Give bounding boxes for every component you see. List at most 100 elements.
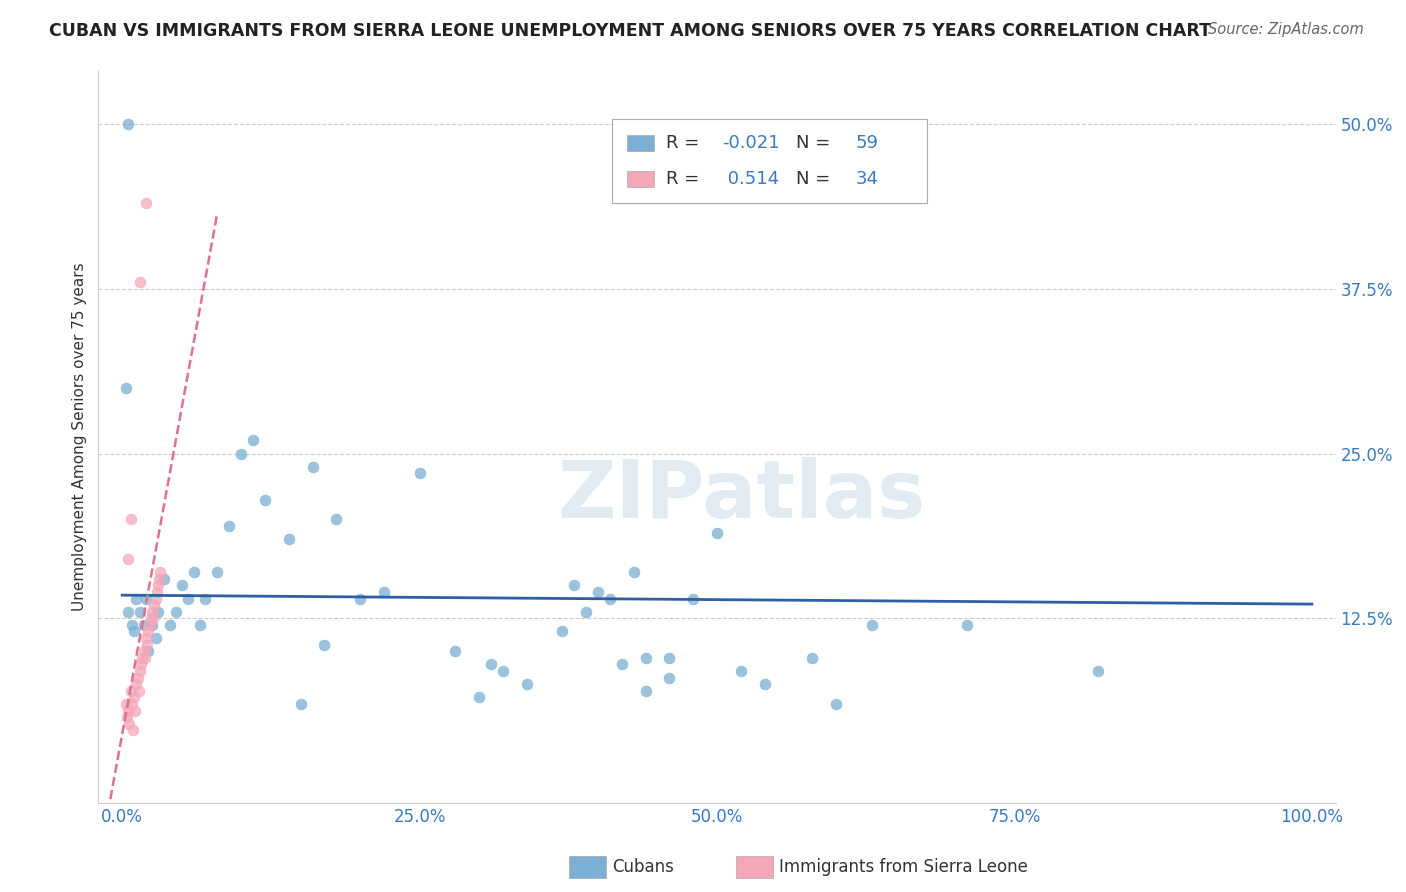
Point: [730, 664, 752, 678]
Point: [188, 618, 211, 632]
Point: [117, 552, 139, 566]
Point: [145, 585, 167, 599]
Point: [128, 683, 150, 698]
Text: Source: ZipAtlas.com: Source: ZipAtlas.com: [1208, 22, 1364, 37]
Point: [860, 618, 883, 632]
Point: [117, 117, 139, 131]
Text: N =: N =: [796, 169, 837, 188]
Text: 34: 34: [856, 169, 879, 188]
Point: [138, 618, 160, 632]
Point: [131, 650, 153, 665]
Point: [117, 704, 139, 718]
Point: [373, 585, 395, 599]
Point: [141, 605, 163, 619]
Point: [143, 598, 166, 612]
Point: [634, 650, 657, 665]
Point: [145, 631, 167, 645]
Point: [129, 657, 152, 672]
Point: [120, 512, 142, 526]
Point: [575, 605, 598, 619]
Point: [125, 591, 148, 606]
Point: [132, 618, 155, 632]
Point: [127, 671, 149, 685]
Point: [1087, 664, 1109, 678]
Text: N =: N =: [796, 134, 837, 152]
Point: [121, 697, 143, 711]
Y-axis label: Unemployment Among Seniors over 75 years: Unemployment Among Seniors over 75 years: [72, 263, 87, 611]
Point: [516, 677, 538, 691]
Point: [124, 704, 146, 718]
Point: [122, 723, 145, 738]
Point: [706, 525, 728, 540]
Point: [129, 664, 152, 678]
Point: [141, 618, 163, 632]
Point: [122, 690, 145, 705]
Point: [120, 683, 142, 698]
Point: [183, 565, 205, 579]
Point: [444, 644, 467, 658]
Point: [145, 591, 167, 606]
FancyBboxPatch shape: [627, 135, 654, 151]
Point: [754, 677, 776, 691]
Point: [170, 578, 193, 592]
Point: [138, 644, 160, 658]
Point: [146, 578, 169, 592]
Point: [117, 605, 139, 619]
Text: R =: R =: [666, 169, 706, 188]
Point: [634, 683, 657, 698]
Point: [825, 697, 848, 711]
Point: [114, 697, 136, 711]
Text: R =: R =: [666, 134, 706, 152]
Point: [135, 196, 157, 211]
Point: [408, 467, 430, 481]
Point: [148, 572, 170, 586]
Point: [176, 591, 198, 606]
Point: [194, 591, 217, 606]
FancyBboxPatch shape: [735, 856, 773, 878]
Point: [122, 624, 145, 639]
Point: [125, 677, 148, 691]
Text: -0.021: -0.021: [723, 134, 780, 152]
Point: [121, 618, 143, 632]
Text: Immigrants from Sierra Leone: Immigrants from Sierra Leone: [779, 858, 1028, 876]
Point: [115, 710, 138, 724]
Point: [290, 697, 312, 711]
Point: [129, 605, 152, 619]
Text: ZIPatlas: ZIPatlas: [558, 457, 927, 534]
Point: [118, 716, 141, 731]
Point: [562, 578, 585, 592]
Point: [153, 572, 176, 586]
Point: [492, 664, 515, 678]
Text: Cubans: Cubans: [612, 858, 673, 876]
Point: [135, 631, 157, 645]
Point: [801, 650, 824, 665]
Point: [135, 591, 157, 606]
Point: [682, 591, 704, 606]
Point: [138, 624, 160, 639]
Point: [610, 657, 633, 672]
Text: CUBAN VS IMMIGRANTS FROM SIERRA LEONE UNEMPLOYMENT AMONG SENIORS OVER 75 YEARS C: CUBAN VS IMMIGRANTS FROM SIERRA LEONE UN…: [49, 22, 1211, 40]
FancyBboxPatch shape: [627, 171, 654, 187]
Point: [149, 565, 172, 579]
Point: [551, 624, 574, 639]
Point: [586, 585, 609, 599]
Point: [134, 650, 156, 665]
Point: [139, 611, 162, 625]
Point: [658, 671, 681, 685]
Point: [136, 638, 159, 652]
Point: [132, 644, 155, 658]
Point: [325, 512, 347, 526]
Point: [301, 459, 323, 474]
Point: [599, 591, 621, 606]
Point: [218, 519, 240, 533]
Text: 59: 59: [856, 134, 879, 152]
Point: [349, 591, 371, 606]
Point: [479, 657, 502, 672]
Text: 0.514: 0.514: [723, 169, 779, 188]
Point: [114, 381, 136, 395]
Point: [231, 446, 253, 460]
Point: [207, 565, 229, 579]
Point: [159, 618, 181, 632]
Point: [658, 650, 681, 665]
Point: [129, 275, 152, 289]
